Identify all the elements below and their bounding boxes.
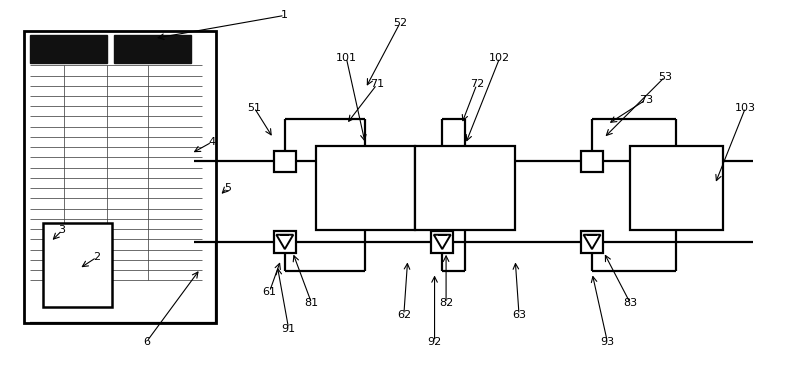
Bar bbox=[43, 223, 112, 307]
Bar bbox=[114, 35, 191, 63]
Polygon shape bbox=[583, 235, 601, 249]
Bar bbox=[582, 231, 602, 253]
Bar bbox=[630, 146, 722, 230]
Text: 63: 63 bbox=[512, 310, 526, 320]
Text: 1: 1 bbox=[282, 10, 288, 20]
Text: 52: 52 bbox=[393, 18, 407, 28]
Bar bbox=[431, 151, 453, 172]
Text: 81: 81 bbox=[305, 298, 318, 308]
Text: 2: 2 bbox=[93, 252, 100, 262]
Bar bbox=[582, 151, 602, 172]
Text: 53: 53 bbox=[658, 72, 672, 82]
Text: 83: 83 bbox=[623, 298, 638, 308]
Text: 92: 92 bbox=[427, 337, 442, 347]
Polygon shape bbox=[434, 235, 450, 249]
Bar bbox=[274, 231, 295, 253]
Text: 101: 101 bbox=[336, 53, 357, 63]
Text: 93: 93 bbox=[600, 337, 614, 347]
Text: 51: 51 bbox=[247, 103, 261, 113]
Bar bbox=[24, 31, 216, 323]
Text: 102: 102 bbox=[490, 53, 510, 63]
Polygon shape bbox=[276, 235, 294, 249]
Text: 4: 4 bbox=[208, 137, 215, 147]
Text: 6: 6 bbox=[143, 337, 150, 347]
Text: 103: 103 bbox=[735, 103, 756, 113]
Bar bbox=[431, 231, 453, 253]
Text: 61: 61 bbox=[262, 287, 277, 297]
Text: 73: 73 bbox=[638, 95, 653, 105]
Bar bbox=[274, 151, 295, 172]
Text: 5: 5 bbox=[224, 183, 230, 193]
Text: 82: 82 bbox=[439, 298, 454, 308]
Text: 71: 71 bbox=[370, 79, 384, 89]
Bar bbox=[415, 146, 515, 230]
Bar bbox=[30, 35, 106, 63]
Text: 3: 3 bbox=[58, 225, 66, 235]
Bar bbox=[315, 146, 415, 230]
Text: 91: 91 bbox=[282, 324, 296, 334]
Text: 72: 72 bbox=[470, 79, 484, 89]
Text: 62: 62 bbox=[397, 310, 411, 320]
